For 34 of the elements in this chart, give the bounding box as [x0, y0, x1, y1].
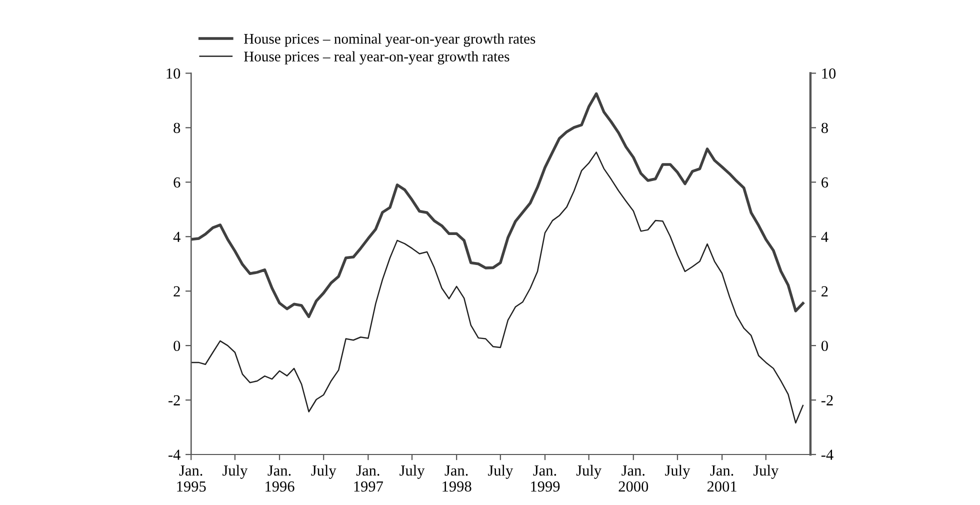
y-tick-label: 2: [174, 286, 180, 296]
y-tick-label: 6: [174, 177, 180, 188]
x-tick-label: July: [400, 464, 425, 479]
x-tick-label: Jan. 2001: [707, 466, 736, 492]
x-tick-label: Jan. 2000: [618, 466, 648, 492]
y2-tick-label: -2: [821, 395, 833, 406]
x-tick-label: July: [222, 464, 248, 479]
x-tick-label: Jan. 1997: [354, 466, 383, 492]
line-series: [191, 152, 804, 424]
x-tick-label: July: [665, 464, 690, 479]
line-series: [191, 92, 804, 318]
y-tick-label: -4: [168, 450, 180, 460]
x-tick-label: Jan. 1998: [442, 466, 472, 492]
y2-tick-label: -4: [821, 450, 834, 460]
x-tick-label: July: [488, 464, 514, 479]
legend-label: House prices – real year-on-year growth rates: [244, 51, 510, 64]
x-tick-label: July: [753, 464, 779, 479]
y2-tick-label: 6: [822, 177, 828, 188]
x-tick-label: Jan. 1999: [531, 466, 560, 492]
y2-tick-label: 10: [822, 68, 836, 79]
y2-tick-label: 0: [821, 340, 828, 352]
y-tick-label: 4: [173, 232, 180, 242]
y2-tick-label: 4: [821, 232, 828, 242]
legend-label: House prices – nominal year-on-year growth rates: [244, 33, 536, 47]
y-tick-label: 10: [166, 68, 180, 79]
y-tick-label: 0: [174, 340, 180, 352]
y2-tick-label: 2: [822, 286, 828, 296]
x-tick-label: July: [311, 464, 336, 479]
x-tick-label: Jan. 1996: [266, 466, 294, 492]
x-tick-label: July: [576, 464, 602, 479]
x-tick-label: Jan. 1995: [177, 466, 206, 492]
y-tick-label: 8: [174, 122, 180, 134]
y-tick-label: -2: [168, 395, 180, 406]
y2-tick-label: 8: [821, 122, 828, 134]
